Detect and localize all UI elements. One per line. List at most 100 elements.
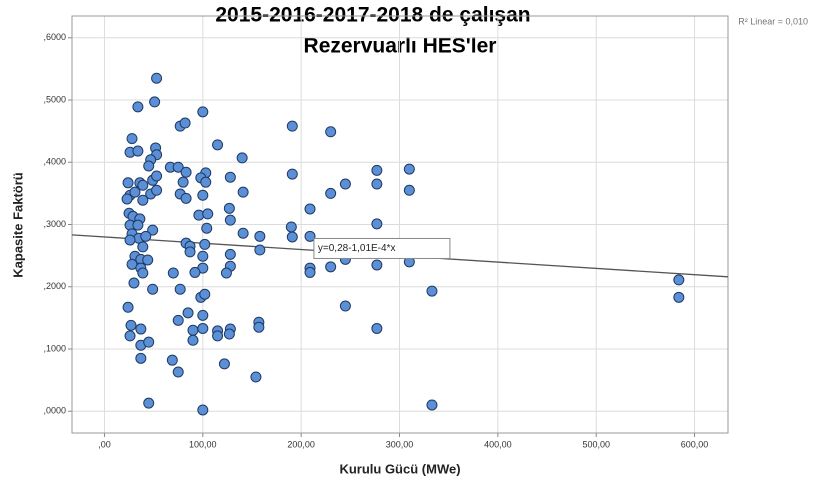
- chart-title-line: 2015-2016-2017-2018 de çalışan: [215, 4, 530, 27]
- y-tick-label: ,5000: [43, 94, 66, 104]
- point: [124, 234, 136, 246]
- point: [180, 192, 192, 204]
- point: [197, 322, 209, 334]
- point: [212, 139, 224, 151]
- point: [122, 177, 134, 189]
- fit-label: y=0,28-1,01E-4*x: [318, 243, 396, 254]
- point: [180, 166, 192, 178]
- point: [174, 283, 186, 295]
- point: [149, 96, 161, 108]
- point: [124, 330, 136, 342]
- y-tick-label: ,3000: [43, 219, 66, 229]
- point: [325, 187, 337, 199]
- point: [673, 274, 685, 286]
- point: [371, 259, 383, 271]
- point: [197, 404, 209, 416]
- x-tick-label: 100,00: [189, 439, 217, 449]
- point: [132, 101, 144, 113]
- x-tick-label: ,00: [98, 439, 111, 449]
- point: [673, 291, 685, 303]
- point: [220, 267, 232, 279]
- point: [187, 324, 199, 336]
- point: [129, 186, 141, 198]
- point: [143, 160, 155, 172]
- point: [304, 203, 316, 215]
- point: [218, 358, 230, 370]
- point: [426, 285, 438, 297]
- point: [137, 194, 149, 206]
- r2-label: R² Linear = 0,010: [738, 16, 808, 26]
- point: [237, 186, 249, 198]
- point: [371, 322, 383, 334]
- point: [339, 300, 351, 312]
- point: [143, 397, 155, 409]
- point: [128, 277, 140, 289]
- point: [140, 230, 152, 242]
- x-axis-label: Kurulu Gücü (MWe): [339, 461, 460, 476]
- point: [172, 366, 184, 378]
- point: [121, 193, 133, 205]
- point: [285, 221, 297, 233]
- x-tick-label: 200,00: [287, 439, 315, 449]
- point: [426, 399, 438, 411]
- point: [166, 354, 178, 366]
- point: [197, 106, 209, 118]
- point: [167, 267, 179, 279]
- point: [286, 168, 298, 180]
- point: [184, 246, 196, 258]
- point: [122, 301, 134, 313]
- point: [125, 319, 137, 331]
- y-tick-label: ,4000: [43, 157, 66, 167]
- point: [371, 178, 383, 190]
- point: [286, 231, 298, 243]
- point: [403, 163, 415, 175]
- point: [201, 222, 213, 234]
- x-tick-label: 400,00: [484, 439, 512, 449]
- y-tick-label: ,0000: [43, 406, 66, 416]
- point: [236, 152, 248, 164]
- y-axis-label: Kapasite Faktörü: [10, 172, 25, 278]
- point: [172, 314, 184, 326]
- point: [172, 161, 184, 173]
- point: [177, 176, 189, 188]
- point: [197, 189, 209, 201]
- point: [126, 133, 138, 145]
- point: [200, 176, 212, 188]
- point: [254, 244, 266, 256]
- point: [371, 164, 383, 176]
- point: [147, 283, 159, 295]
- point: [132, 145, 144, 157]
- point: [135, 352, 147, 364]
- point: [212, 330, 224, 342]
- plot-frame: [71, 15, 729, 434]
- point: [224, 248, 236, 260]
- point: [142, 254, 154, 266]
- point: [151, 170, 163, 182]
- point: [325, 261, 337, 273]
- point: [143, 336, 155, 348]
- point: [253, 321, 265, 333]
- y-tick-label: ,1000: [43, 343, 66, 353]
- point: [199, 238, 211, 250]
- point: [137, 241, 149, 253]
- point: [339, 178, 351, 190]
- x-tick-label: 600,00: [681, 439, 709, 449]
- point: [137, 267, 149, 279]
- point: [371, 218, 383, 230]
- point: [223, 202, 235, 214]
- point: [137, 179, 149, 191]
- point: [151, 184, 163, 196]
- point: [182, 307, 194, 319]
- point: [223, 328, 235, 340]
- point: [189, 266, 201, 278]
- point: [224, 171, 236, 183]
- x-tick-label: 300,00: [386, 439, 414, 449]
- point: [179, 117, 191, 129]
- y-tick-label: ,2000: [43, 281, 66, 291]
- point: [197, 309, 209, 321]
- point: [237, 227, 249, 239]
- x-tick-label: 500,00: [582, 439, 610, 449]
- point: [187, 334, 199, 346]
- point: [403, 184, 415, 196]
